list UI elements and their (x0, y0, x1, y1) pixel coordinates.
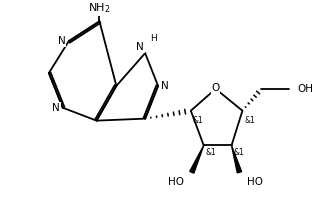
Text: NH$_2$: NH$_2$ (88, 2, 111, 15)
Text: H: H (150, 34, 157, 43)
Text: &1: &1 (244, 116, 255, 125)
Text: O: O (211, 83, 220, 93)
Polygon shape (231, 145, 242, 173)
Text: N: N (52, 103, 60, 113)
Polygon shape (190, 145, 204, 173)
Text: N: N (137, 42, 144, 52)
Text: &1: &1 (205, 148, 216, 157)
Text: HO: HO (168, 177, 184, 187)
Text: HO: HO (247, 177, 263, 187)
Text: N: N (161, 81, 169, 91)
Text: N: N (58, 36, 66, 46)
Text: &1: &1 (233, 148, 244, 157)
Text: OH: OH (297, 84, 313, 94)
Text: &1: &1 (192, 116, 203, 125)
